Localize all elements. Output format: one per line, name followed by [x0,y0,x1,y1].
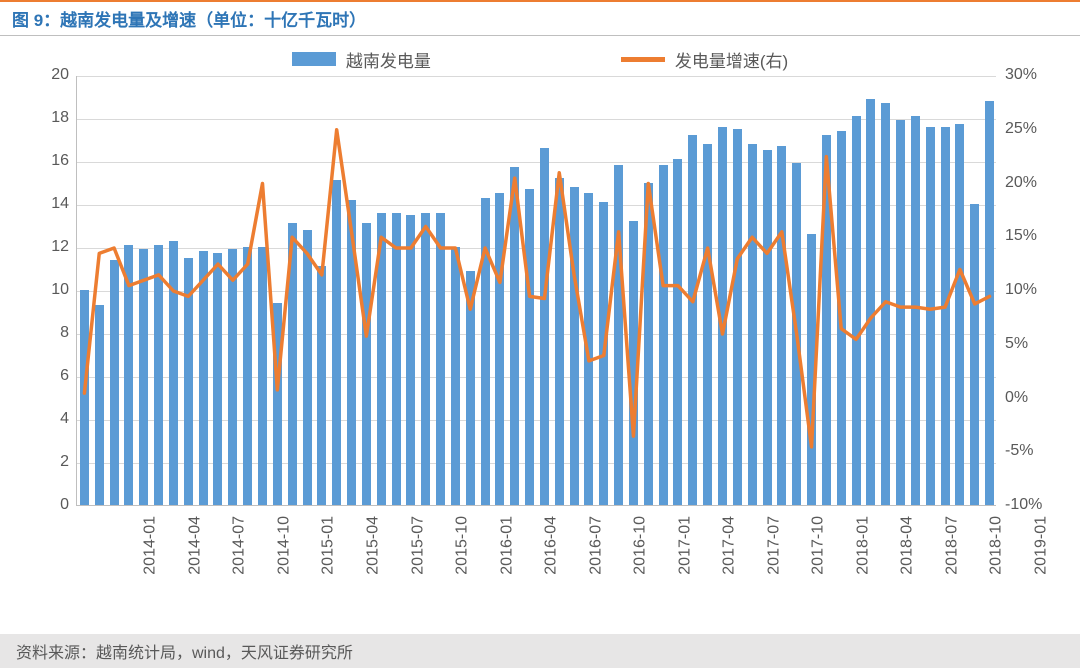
y-right-label: -10% [1005,496,1065,514]
x-axis-label: 2017-10 [810,516,828,575]
y-left-label: 2 [19,453,69,471]
x-axis-label: 2014-01 [142,516,160,575]
x-axis-label: 2016-04 [543,516,561,575]
x-axis-label: 2017-07 [765,516,783,575]
y-right-label: 30% [1005,66,1065,84]
x-axis-label: 2019-01 [1032,516,1050,575]
y-right-label: 20% [1005,174,1065,192]
x-axis-label: 2015-04 [365,516,383,575]
y-left-label: 16 [19,152,69,170]
y-left-label: 10 [19,281,69,299]
x-axis-label: 2016-01 [498,516,516,575]
y-right-label: 15% [1005,227,1065,245]
line-swatch [621,57,665,62]
legend-bar-label: 越南发电量 [346,47,431,72]
y-left-label: 18 [19,109,69,127]
x-axis-label: 2018-10 [988,516,1006,575]
y-right-label: 5% [1005,335,1065,353]
y-right-label: -5% [1005,442,1065,460]
y-left-label: 4 [19,410,69,428]
legend-item-line: 发电量增速(右) [621,47,788,72]
y-left-label: 12 [19,238,69,256]
x-axis-label: 2018-07 [943,516,961,575]
x-axis-label: 2018-04 [899,516,917,575]
y-right-label: 0% [1005,389,1065,407]
bar-swatch [292,52,336,66]
x-axis-label: 2014-07 [231,516,249,575]
y-left-label: 0 [19,496,69,514]
legend: 越南发电量 发电量增速(右) [18,46,1062,72]
footer: 资料来源：越南统计局，wind，天风证券研究所 [0,634,1080,668]
y-left-label: 6 [19,367,69,385]
x-axis-label: 2015-01 [320,516,338,575]
x-axis-label: 2016-07 [587,516,605,575]
y-right-label: 25% [1005,120,1065,138]
chart-area: 越南发电量 发电量增速(右) 02468101214161820-10%-5%0… [18,46,1062,611]
x-axis-label: 2015-07 [409,516,427,575]
legend-item-bar: 越南发电量 [292,47,431,72]
legend-line-label: 发电量增速(右) [675,47,788,72]
x-axis-label: 2017-01 [676,516,694,575]
x-axis-label: 2014-10 [276,516,294,575]
chart-title-bar: 图 9：越南发电量及增速（单位：十亿千瓦时） [0,0,1080,36]
x-axis-label: 2015-10 [454,516,472,575]
x-axis-label: 2014-04 [187,516,205,575]
y-left-label: 8 [19,324,69,342]
chart-title: 图 9：越南发电量及增速（单位：十亿千瓦时） [12,6,366,31]
footer-text: 资料来源：越南统计局，wind，天风证券研究所 [16,639,353,663]
x-axis-label: 2016-10 [632,516,650,575]
plot-area: 02468101214161820-10%-5%0%5%10%15%20%25%… [76,76,996,506]
y-right-label: 10% [1005,281,1065,299]
growth-line [77,76,997,506]
y-left-label: 20 [19,66,69,84]
x-axis-label: 2018-01 [854,516,872,575]
x-axis-label: 2017-04 [721,516,739,575]
y-left-label: 14 [19,195,69,213]
